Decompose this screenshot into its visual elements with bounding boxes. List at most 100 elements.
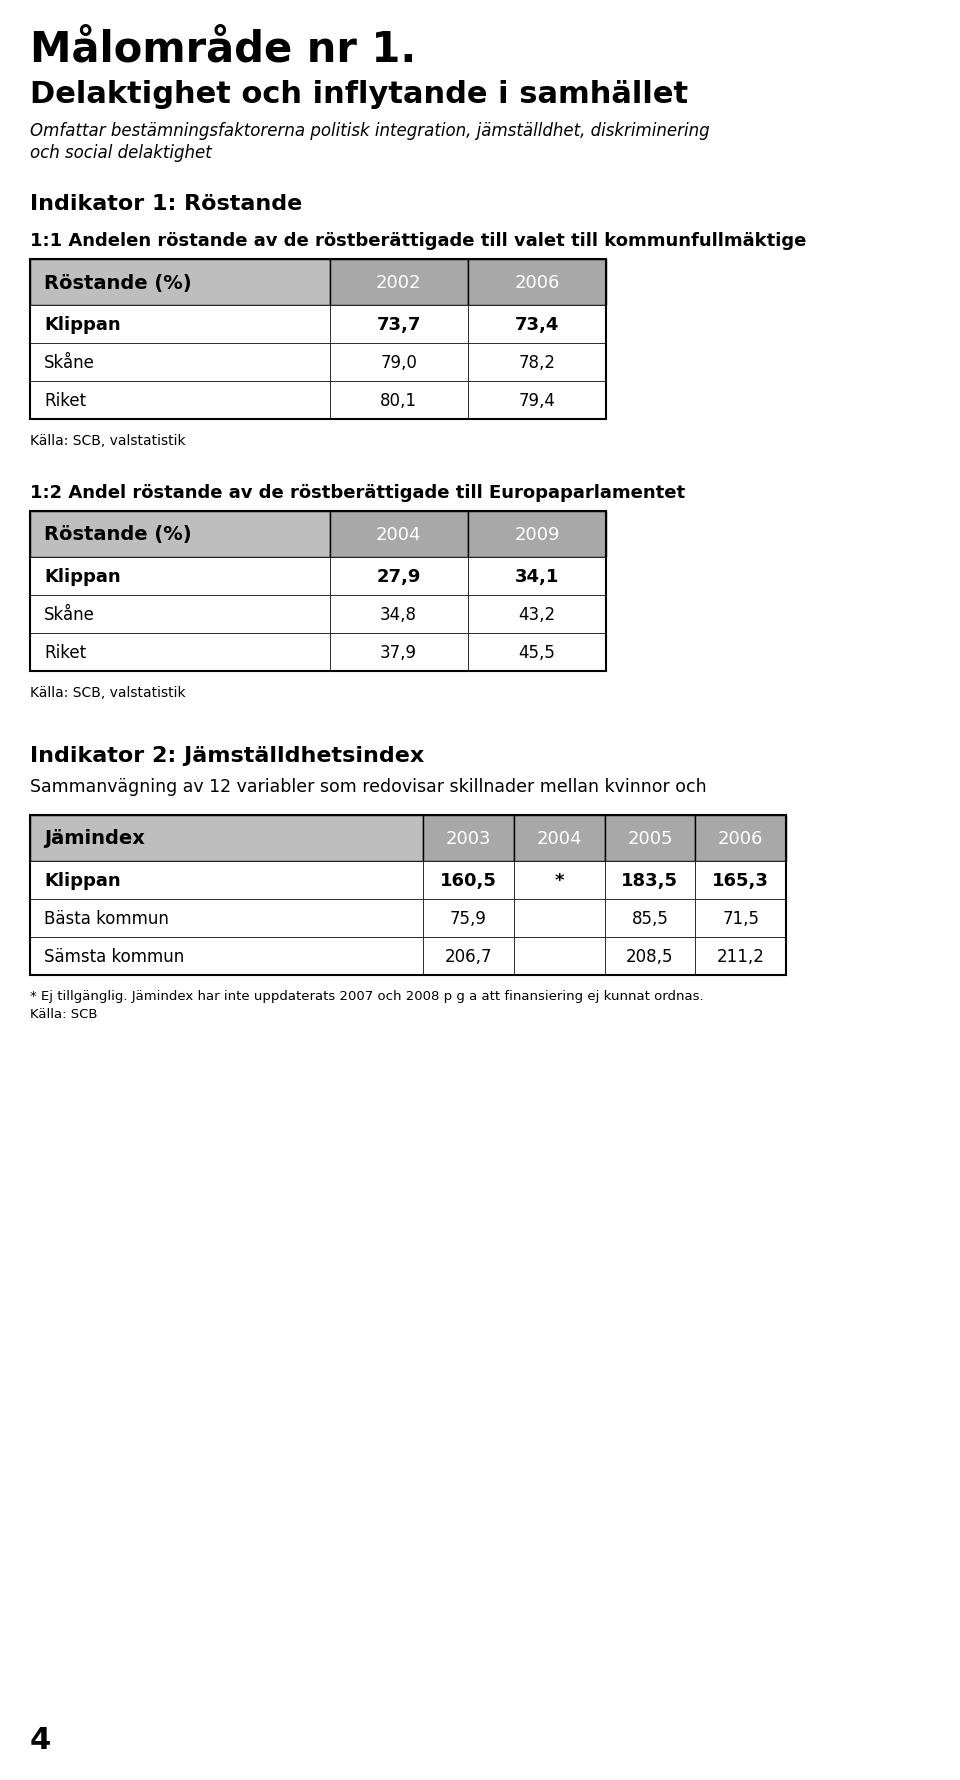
Bar [514, 815, 605, 862]
Text: 75,9: 75,9 [450, 910, 487, 927]
Bar [30, 557, 329, 596]
Bar [30, 634, 329, 671]
Bar [514, 862, 605, 899]
Text: och social delaktighet: och social delaktighet [30, 144, 212, 162]
Text: Indikator 1: Röstande: Indikator 1: Röstande [30, 194, 302, 214]
Text: 2004: 2004 [376, 525, 421, 543]
Text: Källa: SCB, valstatistik: Källa: SCB, valstatistik [30, 434, 185, 449]
Text: 27,9: 27,9 [376, 568, 420, 586]
Text: 2002: 2002 [376, 274, 421, 292]
Text: 2009: 2009 [515, 525, 560, 543]
Text: 206,7: 206,7 [444, 947, 492, 965]
Bar [423, 815, 514, 862]
Text: 45,5: 45,5 [518, 644, 555, 662]
Bar [329, 306, 468, 344]
Text: 2006: 2006 [515, 274, 560, 292]
Text: 2004: 2004 [537, 829, 582, 847]
Bar [30, 306, 329, 344]
Text: 79,0: 79,0 [380, 354, 417, 372]
Bar [30, 596, 329, 634]
Bar [329, 344, 468, 381]
Text: Delaktighet och inflytande i samhället: Delaktighet och inflytande i samhället [30, 80, 688, 109]
Bar [329, 634, 468, 671]
Text: 85,5: 85,5 [632, 910, 668, 927]
Text: Riket: Riket [44, 644, 86, 662]
Bar [329, 381, 468, 420]
Bar [695, 862, 786, 899]
Bar [30, 815, 786, 975]
Text: Röstande (%): Röstande (%) [44, 274, 192, 292]
Text: Bästa kommun: Bästa kommun [44, 910, 169, 927]
Text: 4: 4 [30, 1725, 51, 1753]
Bar [30, 381, 329, 420]
Bar [468, 634, 606, 671]
Bar [695, 815, 786, 862]
Text: Målområde nr 1.: Målområde nr 1. [30, 28, 417, 69]
Bar [468, 260, 606, 306]
Bar [329, 260, 468, 306]
Text: 2006: 2006 [718, 829, 763, 847]
Text: Klippan: Klippan [44, 872, 121, 890]
Text: Jämindex: Jämindex [44, 829, 145, 847]
Bar [30, 260, 329, 306]
Bar [468, 511, 606, 557]
Text: Källa: SCB, valstatistik: Källa: SCB, valstatistik [30, 685, 185, 700]
Bar [468, 557, 606, 596]
Bar [468, 344, 606, 381]
Text: Skåne: Skåne [44, 354, 95, 372]
Text: 1:1 Andelen röstande av de röstberättigade till valet till kommunfullmäktige: 1:1 Andelen röstande av de röstberättiga… [30, 231, 806, 249]
Text: 43,2: 43,2 [518, 605, 556, 623]
Text: Klippan: Klippan [44, 315, 121, 335]
Bar [30, 260, 606, 420]
Text: 211,2: 211,2 [717, 947, 764, 965]
Bar [30, 511, 606, 671]
Bar [30, 511, 329, 557]
Text: 73,7: 73,7 [376, 315, 420, 335]
Bar [605, 862, 695, 899]
Text: 165,3: 165,3 [712, 872, 769, 890]
Text: Källa: SCB: Källa: SCB [30, 1007, 98, 1020]
Bar [468, 306, 606, 344]
Bar [423, 899, 514, 938]
Text: 80,1: 80,1 [380, 392, 418, 409]
Bar [30, 815, 423, 862]
Bar [329, 596, 468, 634]
Bar [30, 344, 329, 381]
Text: 183,5: 183,5 [621, 872, 679, 890]
Bar [468, 596, 606, 634]
Text: 2003: 2003 [445, 829, 492, 847]
Text: 34,1: 34,1 [515, 568, 559, 586]
Text: 160,5: 160,5 [440, 872, 497, 890]
Text: Röstande (%): Röstande (%) [44, 525, 192, 545]
Text: 71,5: 71,5 [722, 910, 759, 927]
Bar [329, 557, 468, 596]
Text: Indikator 2: Jämställdhetsindex: Indikator 2: Jämställdhetsindex [30, 746, 424, 765]
Text: * Ej tillgänglig. Jämindex har inte uppdaterats 2007 och 2008 p g a att finansie: * Ej tillgänglig. Jämindex har inte uppd… [30, 990, 704, 1002]
Bar [30, 862, 423, 899]
Bar [329, 511, 468, 557]
Bar [695, 938, 786, 975]
Text: Skåne: Skåne [44, 605, 95, 623]
Bar [695, 899, 786, 938]
Bar [30, 899, 423, 938]
Bar [30, 938, 423, 975]
Bar [423, 862, 514, 899]
Text: 2005: 2005 [627, 829, 673, 847]
Text: 79,4: 79,4 [518, 392, 555, 409]
Text: *: * [555, 872, 564, 890]
Text: Sämsta kommun: Sämsta kommun [44, 947, 184, 965]
Text: 37,9: 37,9 [380, 644, 418, 662]
Bar [605, 938, 695, 975]
Text: Klippan: Klippan [44, 568, 121, 586]
Text: 1:2 Andel röstande av de röstberättigade till Europaparlamentet: 1:2 Andel röstande av de röstberättigade… [30, 484, 685, 502]
Bar [468, 381, 606, 420]
Text: 34,8: 34,8 [380, 605, 418, 623]
Bar [514, 938, 605, 975]
Text: 78,2: 78,2 [518, 354, 556, 372]
Text: Omfattar bestämningsfaktorerna politisk integration, jämställdhet, diskriminerin: Omfattar bestämningsfaktorerna politisk … [30, 123, 709, 141]
Text: Riket: Riket [44, 392, 86, 409]
Bar [605, 899, 695, 938]
Text: Sammanvägning av 12 variabler som redovisar skillnader mellan kvinnor och: Sammanvägning av 12 variabler som redovi… [30, 778, 707, 796]
Bar [605, 815, 695, 862]
Text: 73,4: 73,4 [515, 315, 559, 335]
